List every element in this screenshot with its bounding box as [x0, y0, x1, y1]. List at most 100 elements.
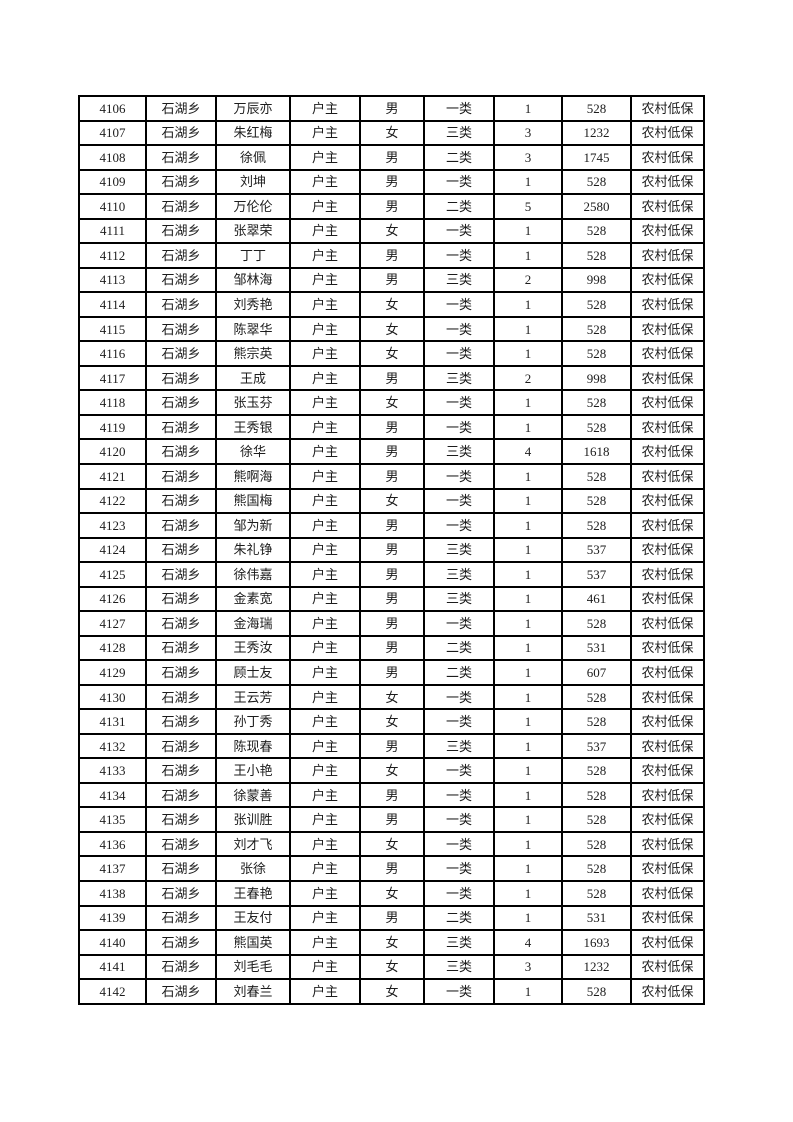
- table-cell: 男: [359, 95, 425, 122]
- table-row: 4139 石湖乡 王友付 户主男二类 1 531 农村低保: [78, 904, 705, 932]
- table-cell: 1: [493, 512, 563, 539]
- table-cell: 陈现春: [215, 732, 291, 760]
- table-cell: 1: [493, 585, 563, 613]
- table-cell: 4117: [78, 364, 147, 392]
- table-cell: 农村低保: [630, 708, 705, 735]
- table-cell: 农村低保: [630, 683, 705, 711]
- table-cell: 4: [493, 929, 563, 956]
- table-cell: 4126: [78, 585, 147, 613]
- table-cell: 农村低保: [630, 291, 705, 318]
- table-cell: 户主: [289, 413, 361, 441]
- table-row: 4140 石湖乡 熊国英 户主女三类 4 1693 农村低保: [78, 929, 705, 956]
- table-cell: 石湖乡: [145, 512, 217, 539]
- table-cell: 农村低保: [630, 536, 705, 564]
- table-cell: 4111: [78, 217, 147, 245]
- table-cell: 女: [359, 708, 425, 735]
- table-row: 4142 石湖乡 刘春兰 户主女一类 1 528 农村低保: [78, 978, 705, 1005]
- table-cell: 一类: [423, 880, 495, 907]
- table-cell: 4140: [78, 929, 147, 956]
- table-cell: 户主: [289, 242, 361, 269]
- table-cell: 1: [493, 732, 563, 760]
- table-row: 4130 石湖乡 王云芳 户主女一类 1 528 农村低保: [78, 683, 705, 711]
- table-cell: 张训胜: [215, 806, 291, 833]
- table-cell: 顾士友: [215, 659, 291, 686]
- table-cell: 徐蒙善: [215, 781, 291, 809]
- table-cell: 王云芳: [215, 683, 291, 711]
- table-cell: 4109: [78, 168, 147, 196]
- table-cell: 农村低保: [630, 830, 705, 858]
- table-cell: 528: [561, 683, 632, 711]
- table-row: 4108 石湖乡 徐佩 户主男二类 3 1745 农村低保: [78, 144, 705, 171]
- table-row: 4141 石湖乡 刘毛毛 户主女三类 3 1232 农村低保: [78, 953, 705, 981]
- table-cell: 男: [359, 413, 425, 441]
- table-cell: 王秀汝: [215, 634, 291, 662]
- table-cell: 4142: [78, 978, 147, 1005]
- table-row: 4126 石湖乡 金素宽 户主男三类 1 461 农村低保: [78, 585, 705, 613]
- table-cell: 户主: [289, 929, 361, 956]
- table-row: 4106 石湖乡 万辰亦 户主男一类 1 528 农村低保: [78, 95, 705, 122]
- table-cell: 二类: [423, 193, 495, 220]
- table-cell: 1: [493, 708, 563, 735]
- table-cell: 石湖乡: [145, 585, 217, 613]
- table-cell: 男: [359, 266, 425, 294]
- table-cell: 5: [493, 193, 563, 220]
- table-cell: 石湖乡: [145, 242, 217, 269]
- table-cell: 农村低保: [630, 904, 705, 932]
- table-cell: 农村低保: [630, 732, 705, 760]
- table-cell: 528: [561, 95, 632, 122]
- table-cell: 户主: [289, 119, 361, 147]
- table-cell: 一类: [423, 168, 495, 196]
- table-cell: 户主: [289, 978, 361, 1005]
- table-cell: 531: [561, 634, 632, 662]
- table-cell: 1: [493, 634, 563, 662]
- table-cell: 4118: [78, 389, 147, 416]
- table-cell: 男: [359, 242, 425, 269]
- table-cell: 男: [359, 806, 425, 833]
- table-cell: 石湖乡: [145, 659, 217, 686]
- table-cell: 男: [359, 585, 425, 613]
- table-cell: 张玉芬: [215, 389, 291, 416]
- table-cell: 石湖乡: [145, 757, 217, 784]
- table-cell: 男: [359, 536, 425, 564]
- table-cell: 农村低保: [630, 585, 705, 613]
- table-cell: 4114: [78, 291, 147, 318]
- table-cell: 4135: [78, 806, 147, 833]
- table-cell: 1: [493, 659, 563, 686]
- table-cell: 1: [493, 389, 563, 416]
- table-cell: 农村低保: [630, 266, 705, 294]
- table-cell: 石湖乡: [145, 953, 217, 981]
- table-cell: 熊国梅: [215, 487, 291, 515]
- table-cell: 女: [359, 291, 425, 318]
- table-cell: 户主: [289, 487, 361, 515]
- table-row: 4132 石湖乡 陈现春 户主男三类 1 537 农村低保: [78, 732, 705, 760]
- table-cell: 石湖乡: [145, 291, 217, 318]
- table-row: 4117 石湖乡 王成 户主男三类 2 998 农村低保: [78, 364, 705, 392]
- table-row: 4118 石湖乡 张玉芬 户主女一类 1 528 农村低保: [78, 389, 705, 416]
- table-cell: 男: [359, 659, 425, 686]
- table-cell: 女: [359, 487, 425, 515]
- table-row: 4133 石湖乡 王小艳 户主女一类 1 528 农村低保: [78, 757, 705, 784]
- table-cell: 男: [359, 561, 425, 588]
- table-cell: 石湖乡: [145, 536, 217, 564]
- table-cell: 张翠荣: [215, 217, 291, 245]
- table-cell: 1: [493, 315, 563, 343]
- table-cell: 女: [359, 315, 425, 343]
- table-cell: 户主: [289, 634, 361, 662]
- table-cell: 1: [493, 487, 563, 515]
- table-cell: 三类: [423, 732, 495, 760]
- table-cell: 户主: [289, 217, 361, 245]
- table-cell: 石湖乡: [145, 708, 217, 735]
- table-cell: 528: [561, 462, 632, 490]
- table-cell: 户主: [289, 708, 361, 735]
- table-cell: 4120: [78, 438, 147, 465]
- table-cell: 一类: [423, 757, 495, 784]
- table-cell: 男: [359, 193, 425, 220]
- table-cell: 王秀银: [215, 413, 291, 441]
- table-cell: 4110: [78, 193, 147, 220]
- table-cell: 4112: [78, 242, 147, 269]
- table-cell: 一类: [423, 610, 495, 637]
- table-cell: 男: [359, 364, 425, 392]
- table-cell: 石湖乡: [145, 487, 217, 515]
- table-cell: 二类: [423, 634, 495, 662]
